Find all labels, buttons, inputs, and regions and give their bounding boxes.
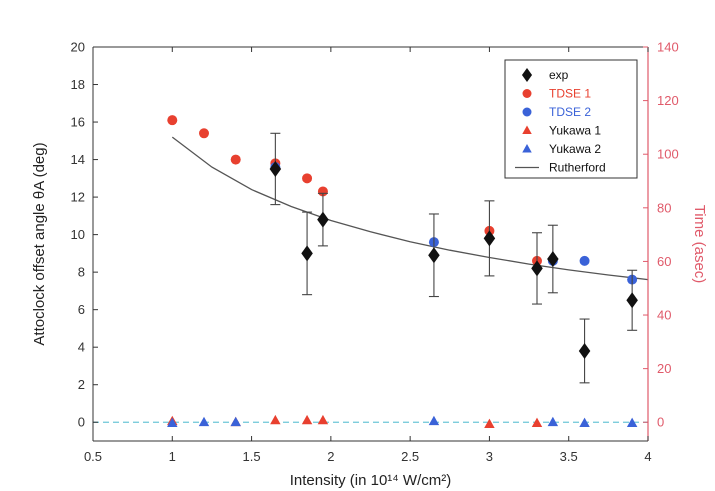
x-axis-label: Intensity (in 10¹⁴ W/cm²) [290,472,451,489]
y-tick-right-label: 120 [657,93,679,108]
x-tick-label: 4 [644,449,651,464]
point-tdse-1 [317,186,328,197]
y-tick-left-label: 6 [78,302,85,317]
point-yukawa-1 [301,414,313,425]
legend-marker-tdse-2 [522,107,532,117]
point-yukawa-2 [230,416,241,427]
point-exp [531,260,543,277]
y-tick-right-label: 80 [657,200,671,215]
y-tick-right-label: 100 [657,147,679,162]
point-exp [269,160,282,177]
point-exp [301,245,313,262]
x-tick-label: 2.5 [401,449,419,464]
y-tick-left-label: 20 [71,40,85,55]
legend: exp TDSE 1 TDSE 2 Yukawa 1 Yukawa 2 Rutherfor… [504,59,638,179]
y-axis-right-label: Time (asec) [691,205,708,284]
y-tick-left-label: 16 [71,115,85,130]
legend-label-yukawa-1: Yukawa 1 [549,124,601,138]
point-exp [317,211,329,228]
legend-label-yukawa-2: Yukawa 2 [549,142,601,156]
point-yukawa-2 [626,417,638,428]
y-tick-left-label: 10 [71,227,85,242]
legend-label-tdse-1: TDSE 1 [549,87,591,101]
y-axis-left-label: Attoclock offset angle θA (deg) [31,142,48,345]
x-tick-label: 3 [486,449,493,464]
y-tick-left-label: 0 [78,415,85,430]
point-exp [547,251,559,268]
y-tick-right-label: 0 [657,415,664,430]
rutherford-curve [171,136,649,281]
point-yukawa-1 [317,414,329,425]
x-tick-label: 3.5 [560,449,578,464]
legend-marker-yukawa-1 [522,125,532,134]
y-tick-left-label: 14 [71,152,85,167]
point-tdse-1 [302,173,313,184]
point-tdse-1 [167,115,178,126]
legend-marker-exp [521,68,533,82]
point-yukawa-2 [428,415,440,426]
y-tick-left-label: 2 [78,377,85,392]
point-tdse-1 [199,128,209,139]
point-yukawa-1 [484,418,495,428]
point-yukawa-2 [198,416,210,427]
point-yukawa-1 [270,414,281,425]
point-tdse-2 [579,255,590,266]
y-tick-right-label: 140 [657,40,679,55]
x-tick-label: 2 [327,449,334,464]
legend-marker-tdse-1 [522,89,532,98]
point-yukawa-1 [531,417,543,428]
legend-label-rutherford: Rutherford [549,161,606,175]
point-tdse-1 [230,154,241,165]
legend-label-exp: exp [549,68,569,82]
x-tick-label: 0.5 [84,449,102,464]
y-tick-left-label: 18 [71,77,85,92]
y-tick-left-label: 12 [71,190,85,205]
y-tick-left-label: 8 [78,265,85,280]
point-yukawa-2 [579,417,590,428]
point-exp [428,247,440,264]
point-exp [483,230,496,247]
y-tick-right-label: 60 [657,254,671,269]
legend-marker-yukawa-2 [522,144,532,153]
y-tick-left-label: 4 [78,340,85,355]
x-tick-label: 1.5 [243,449,261,464]
y-tick-right-label: 40 [657,308,671,323]
point-yukawa-2 [167,417,178,428]
point-exp [626,292,638,309]
x-tick-label: 1 [169,449,176,464]
y-tick-right-label: 20 [657,361,671,376]
point-yukawa-2 [547,416,559,427]
point-exp [578,342,591,359]
legend-label-tdse-2: TDSE 2 [549,105,591,119]
